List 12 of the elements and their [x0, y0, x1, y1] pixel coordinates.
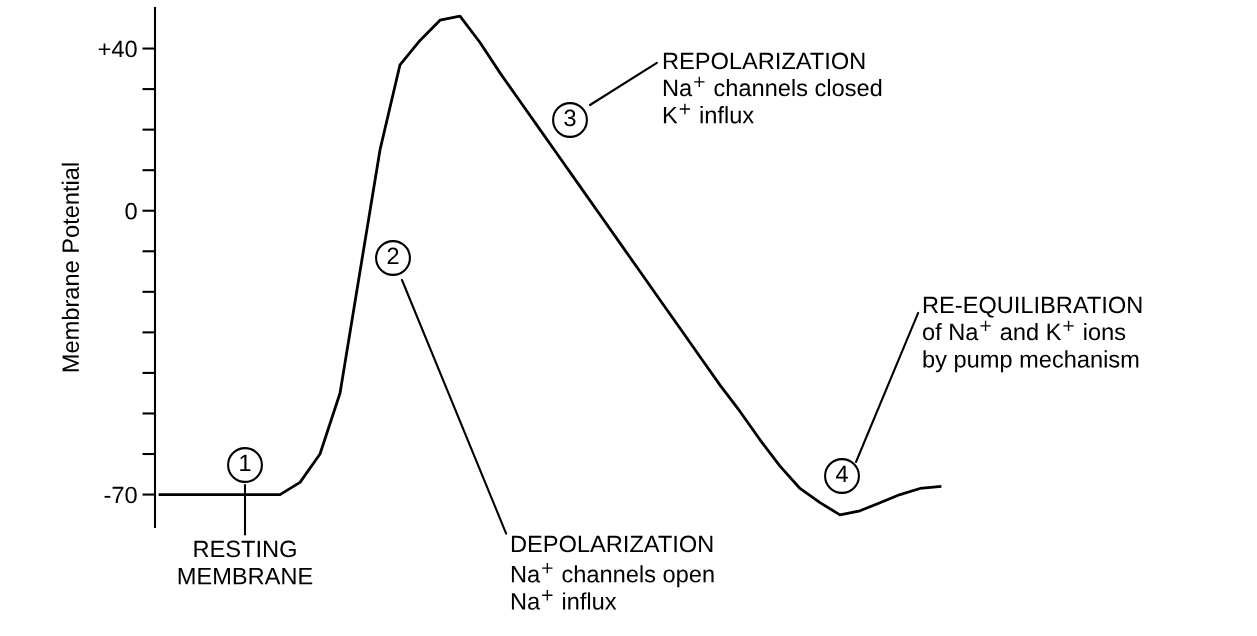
y-tick-label: 0 — [125, 202, 137, 220]
y-axis-title: Membrane Potential — [61, 163, 80, 372]
text: RESTING MEMBRANE — [178, 540, 313, 585]
y-tick-label: -70 — [104, 486, 137, 504]
annotation: 2 — [387, 247, 399, 265]
annotation: 4 — [835, 465, 848, 483]
annotation: 1 — [240, 454, 251, 472]
y-tick-label: +40 — [98, 40, 137, 58]
annotation: 3 — [564, 109, 576, 127]
text: REPOLARIZATION Na$^{+}$ channels closed K$^{+}$ influx — [663, 52, 882, 124]
text: DEPOLARIZATION Na$^{+}$ channels open Na$^{+}$ influx — [511, 535, 714, 610]
annotation: RE-EQUILIBRATION of Na$^{+}$ and K$^{+}$ ions by pump mechanism — [922, 296, 1142, 373]
